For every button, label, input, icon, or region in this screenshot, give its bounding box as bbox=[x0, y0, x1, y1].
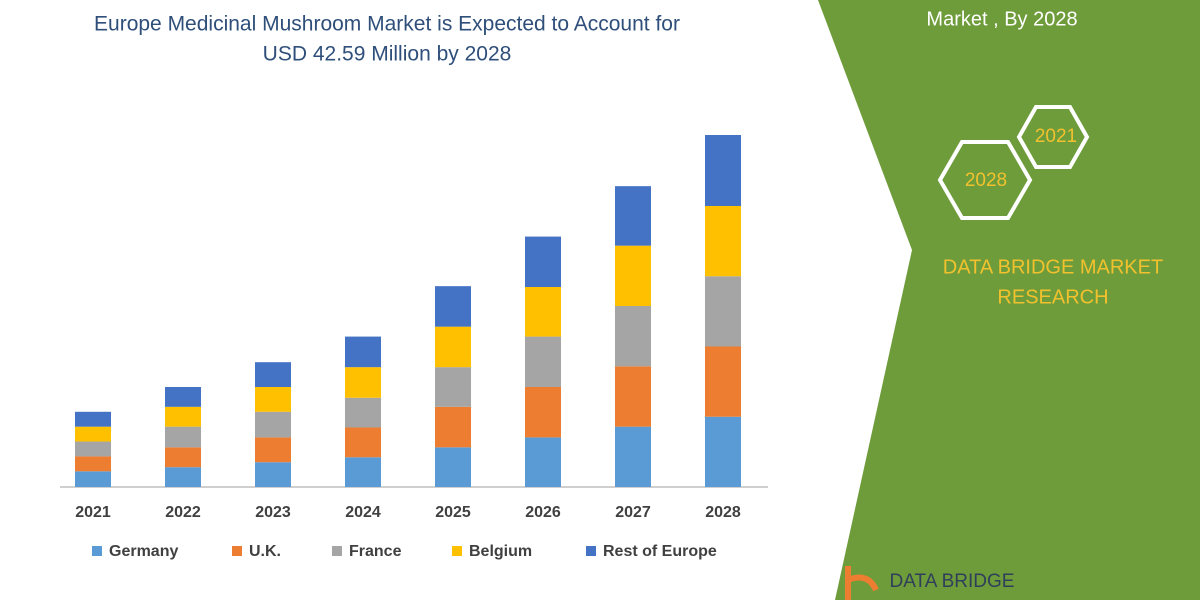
bar-segment bbox=[345, 397, 381, 428]
brand-text: RESEARCH bbox=[997, 286, 1108, 308]
side-panel: Market , By 2028 2021 2028 DATA BRIDGE M… bbox=[845, 8, 1163, 600]
chart: Europe Medicinal Mushroom Market is Expe… bbox=[60, 13, 768, 560]
hexagon-label: 2028 bbox=[965, 170, 1007, 191]
bar-segment bbox=[75, 411, 111, 427]
bar-segment bbox=[75, 441, 111, 457]
legend-swatch bbox=[586, 546, 596, 556]
bar-segment bbox=[615, 426, 651, 487]
x-tick-label: 2026 bbox=[525, 504, 561, 521]
legend-swatch bbox=[452, 546, 462, 556]
bar-segment bbox=[165, 426, 201, 448]
bar-segment bbox=[75, 426, 111, 442]
bar-segment bbox=[525, 336, 561, 387]
logo-text: DATA BRIDGE bbox=[890, 571, 1015, 592]
chart-title: Europe Medicinal Mushroom Market is Expe… bbox=[94, 13, 680, 36]
legend-label: U.K. bbox=[249, 543, 281, 560]
bar-segment bbox=[615, 245, 651, 306]
bar-segment bbox=[525, 437, 561, 487]
bar-segment bbox=[165, 447, 201, 468]
bar-segment bbox=[435, 326, 471, 368]
panel-heading: Market , By 2028 bbox=[926, 8, 1077, 30]
bar-segment bbox=[435, 286, 471, 327]
bar-segment bbox=[705, 346, 741, 417]
bar-segment bbox=[255, 386, 291, 412]
bar-segment bbox=[435, 367, 471, 407]
bar-segment bbox=[435, 406, 471, 448]
bar-segment bbox=[165, 406, 201, 427]
bar-segment bbox=[345, 457, 381, 487]
bar-segment bbox=[255, 437, 291, 463]
legend-label: Rest of Europe bbox=[603, 543, 717, 560]
bar-segment bbox=[75, 471, 111, 487]
x-tick-label: 2027 bbox=[615, 504, 651, 521]
bar-segment bbox=[255, 411, 291, 438]
bar-segment bbox=[255, 462, 291, 487]
bar-segment bbox=[255, 362, 291, 387]
bar-segment bbox=[705, 276, 741, 347]
bar-segment bbox=[75, 456, 111, 472]
bar-segment bbox=[615, 186, 651, 246]
bar-segment bbox=[705, 205, 741, 277]
chart-title: USD 42.59 Million by 2028 bbox=[263, 43, 512, 66]
legend-label: Belgium bbox=[469, 543, 532, 560]
x-tick-label: 2022 bbox=[165, 504, 201, 521]
x-tick-label: 2021 bbox=[75, 504, 111, 521]
bar-segment bbox=[165, 467, 201, 487]
hexagon bbox=[937, 140, 1033, 220]
bar-segment bbox=[345, 367, 381, 398]
logo-icon bbox=[845, 566, 879, 600]
bar-segment bbox=[165, 386, 201, 407]
bar-segment bbox=[615, 366, 651, 427]
x-tick-label: 2023 bbox=[255, 504, 291, 521]
hexagon-label: 2021 bbox=[1035, 126, 1077, 147]
x-tick-label: 2028 bbox=[705, 504, 741, 521]
legend-swatch bbox=[92, 546, 102, 556]
side-panel-bg bbox=[818, 0, 1200, 600]
legend-swatch bbox=[232, 546, 242, 556]
x-tick-label: 2025 bbox=[435, 504, 471, 521]
bar-segment bbox=[435, 447, 471, 487]
x-tick-label: 2024 bbox=[345, 504, 381, 521]
bar-segment bbox=[345, 336, 381, 368]
brand-text: DATA BRIDGE MARKET bbox=[943, 256, 1163, 278]
bar-segment bbox=[345, 427, 381, 458]
bar-segment bbox=[615, 305, 651, 367]
legend-label: France bbox=[349, 543, 402, 560]
bar-segment bbox=[705, 135, 741, 206]
legend-label: Germany bbox=[109, 543, 178, 560]
legend-swatch bbox=[332, 546, 342, 556]
bar-segment bbox=[525, 386, 561, 438]
bar-segment bbox=[525, 286, 561, 337]
bar-segment bbox=[525, 236, 561, 287]
hexagon bbox=[1016, 105, 1090, 169]
bar-segment bbox=[705, 416, 741, 487]
